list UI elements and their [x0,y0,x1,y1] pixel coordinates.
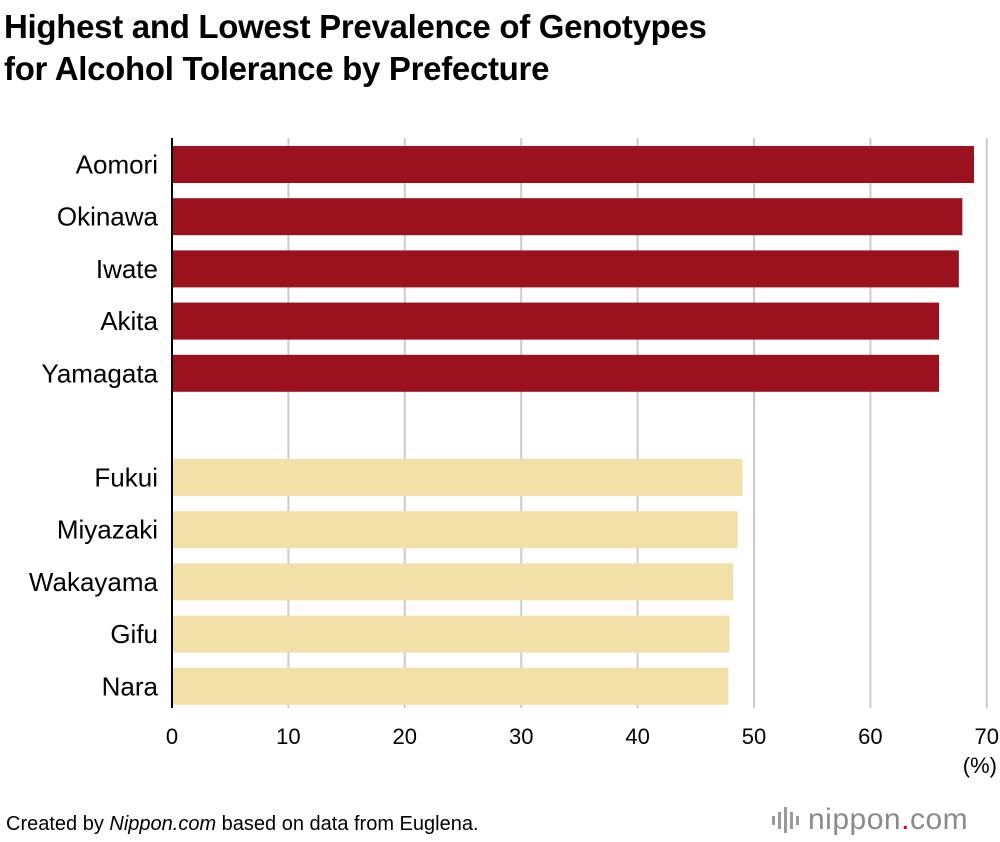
chart-title-line-1: Highest and Lowest Prevalence of Genotyp… [4,8,707,45]
x-tick-label-60: 60 [858,724,882,749]
category-label-miyazaki: Miyazaki [57,515,158,545]
x-tick-label-30: 30 [509,724,533,749]
category-label-fukui: Fukui [94,463,158,493]
bar-gifu [172,615,730,653]
chart-title: Highest and Lowest Prevalence of Genotyp… [4,6,707,90]
bar-wakayama [172,563,734,601]
category-labels: Aomori Okinawa Iwate Akita Yamagata Fukui Miya… [29,150,159,702]
logo-name: nippon [808,803,902,836]
bar-miyazaki [172,511,738,549]
x-axis-unit-label: (%) [963,753,997,778]
source-prefix: Created by [6,813,110,835]
bar-aomori [172,146,974,183]
source-site: Nippon.com [109,813,217,835]
x-tick-label-0: 0 [166,724,178,749]
logo-tld: com [909,803,969,836]
axes: 0 10 20 30 40 50 60 70 (%) [166,138,999,778]
bar-iwate [172,250,959,288]
x-tick-label-20: 20 [393,724,417,749]
x-tick-label-10: 10 [276,724,300,749]
bar-chart: Aomori Okinawa Iwate Akita Yamagata Fukui Miya… [29,138,999,778]
category-label-aomori: Aomori [76,150,158,180]
category-label-akita: Akita [100,306,158,336]
bar-akita [172,302,940,340]
category-label-okinawa: Okinawa [57,202,159,232]
source-suffix: based on data from Euglena. [216,813,479,835]
source-note: Created by Nippon.com based on data from… [6,813,479,836]
bar-fukui [172,459,743,496]
chart-title-line-2: for Alcohol Tolerance by Prefecture [4,50,550,87]
category-label-wakayama: Wakayama [29,567,159,597]
bar-nara [172,667,729,705]
x-tick-label-50: 50 [742,724,766,749]
x-tick-label-40: 40 [625,724,649,749]
nippon-logo: nippon.com [772,803,968,837]
category-label-nara: Nara [102,671,159,701]
sound-bars-icon [772,807,799,833]
category-label-iwate: Iwate [96,254,158,284]
logo-text: nippon.com [808,803,968,837]
category-label-yamagata: Yamagata [41,358,158,388]
category-label-gifu: Gifu [110,619,158,649]
x-tick-label-70: 70 [975,724,999,749]
bars [172,146,974,705]
bar-okinawa [172,198,963,236]
bar-yamagata [172,354,940,392]
logo-dot: . [901,803,910,836]
